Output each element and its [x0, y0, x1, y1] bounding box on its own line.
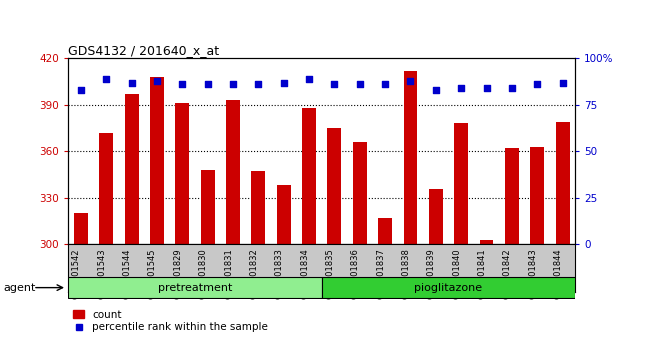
Text: GSM201841: GSM201841: [478, 248, 486, 299]
Bar: [505, 148, 519, 244]
FancyBboxPatch shape: [68, 277, 322, 298]
Text: agent: agent: [3, 282, 36, 293]
Text: GSM201840: GSM201840: [452, 248, 462, 299]
Point: [203, 82, 213, 87]
Point: [507, 85, 517, 91]
FancyBboxPatch shape: [322, 277, 575, 298]
Text: GDS4132 / 201640_x_at: GDS4132 / 201640_x_at: [68, 44, 220, 57]
Point: [355, 82, 365, 87]
Bar: [454, 124, 468, 244]
Point: [481, 85, 492, 91]
Text: GSM201843: GSM201843: [528, 248, 537, 299]
Bar: [74, 213, 88, 244]
Bar: [226, 100, 240, 244]
Text: GSM201834: GSM201834: [300, 248, 309, 299]
Text: GSM201837: GSM201837: [376, 248, 385, 299]
Bar: [252, 171, 265, 244]
Text: GSM201545: GSM201545: [148, 248, 157, 298]
Bar: [353, 142, 367, 244]
Bar: [302, 108, 316, 244]
Text: GSM201542: GSM201542: [72, 248, 81, 298]
Text: GSM201835: GSM201835: [326, 248, 335, 299]
Point: [431, 87, 441, 93]
Point: [532, 82, 542, 87]
Text: GSM201842: GSM201842: [503, 248, 512, 299]
Bar: [201, 170, 214, 244]
Point: [380, 82, 391, 87]
Bar: [429, 188, 443, 244]
Text: GSM201831: GSM201831: [224, 248, 233, 299]
Point: [330, 82, 340, 87]
Text: GSM201836: GSM201836: [351, 248, 360, 299]
Bar: [404, 71, 417, 244]
Bar: [556, 122, 569, 244]
Text: GSM201844: GSM201844: [554, 248, 563, 299]
Point: [228, 82, 239, 87]
Bar: [99, 133, 113, 244]
Bar: [328, 128, 341, 244]
Point: [101, 76, 112, 82]
Text: GSM201544: GSM201544: [123, 248, 131, 298]
Bar: [150, 77, 164, 244]
Point: [279, 80, 289, 85]
Legend: count, percentile rank within the sample: count, percentile rank within the sample: [73, 310, 268, 332]
Text: GSM201833: GSM201833: [275, 248, 284, 299]
Point: [254, 82, 264, 87]
Text: pretreatment: pretreatment: [158, 282, 232, 293]
Bar: [125, 94, 138, 244]
Point: [558, 80, 568, 85]
Text: GSM201830: GSM201830: [199, 248, 208, 299]
Text: pioglitazone: pioglitazone: [415, 282, 482, 293]
Point: [152, 78, 162, 84]
Point: [304, 76, 315, 82]
Text: GSM201839: GSM201839: [427, 248, 436, 299]
Bar: [277, 185, 291, 244]
Bar: [378, 218, 392, 244]
Point: [456, 85, 467, 91]
Text: GSM201838: GSM201838: [402, 248, 411, 299]
Point: [126, 80, 137, 85]
Point: [406, 78, 416, 84]
Point: [75, 87, 86, 93]
Text: GSM201829: GSM201829: [174, 248, 182, 299]
Bar: [176, 103, 189, 244]
Text: GSM201832: GSM201832: [250, 248, 259, 299]
Point: [177, 82, 187, 87]
Bar: [480, 240, 493, 244]
Bar: [530, 147, 544, 244]
Text: GSM201543: GSM201543: [98, 248, 107, 299]
